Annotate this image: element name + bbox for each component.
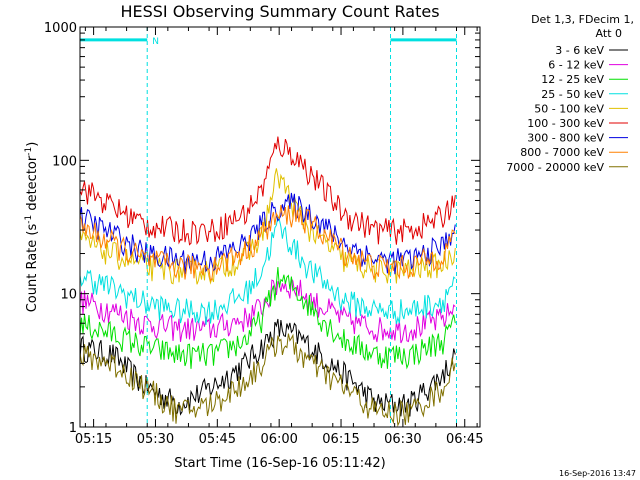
x-tick-label: 06:45 bbox=[446, 432, 483, 447]
y-label-end: ) bbox=[25, 142, 40, 147]
x-axis-ticks: 05:15 05:30 05:45 06:00 06:15 06:30 06:45 bbox=[75, 27, 483, 447]
x-tick-label: 05:15 bbox=[75, 432, 112, 447]
y-label-sup1: -1 bbox=[24, 215, 34, 224]
footer-timestamp: 16-Sep-2016 13:47 bbox=[559, 469, 636, 478]
legend-label: 25 - 50 keV bbox=[541, 88, 604, 101]
legend-label: 300 - 800 keV bbox=[527, 132, 604, 145]
chart-title: HESSI Observing Summary Count Rates bbox=[120, 2, 439, 21]
series-line-12-25-kev bbox=[79, 267, 456, 370]
series-line-25-50-kev bbox=[79, 214, 456, 325]
legend-label: 50 - 100 keV bbox=[534, 102, 604, 115]
series-line-7000-20000-kev bbox=[79, 333, 456, 427]
x-tick-label: 05:45 bbox=[199, 432, 236, 447]
legend-label: 7000 - 20000 keV bbox=[506, 161, 604, 174]
legend: Det 1,3, FDecim 1, Att 0 3 - 6 keV 6 - 12… bbox=[506, 13, 634, 174]
x-tick-label: 05:30 bbox=[137, 432, 174, 447]
legend-label: 12 - 25 keV bbox=[541, 73, 604, 86]
y-tick-label: 1000 bbox=[44, 21, 77, 36]
x-tick-label: 06:00 bbox=[260, 432, 297, 447]
y-axis-label: Count Rate (s-1 detector-1) bbox=[24, 142, 40, 313]
y-tick-label: 100 bbox=[52, 154, 77, 169]
legend-header-line-2: Att 0 bbox=[596, 27, 622, 40]
legend-label: 100 - 300 keV bbox=[527, 117, 604, 130]
y-label-sup2: -1 bbox=[24, 147, 34, 156]
y-label-main: Count Rate (s bbox=[25, 224, 40, 313]
y-axis-ticks: 1 10 100 1000 bbox=[44, 21, 480, 436]
legend-label: 6 - 12 keV bbox=[548, 59, 604, 72]
y-tick-label: 10 bbox=[60, 288, 77, 303]
y-label-mid: detector bbox=[25, 155, 40, 215]
x-axis-label: Start Time (16-Sep-16 05:11:42) bbox=[174, 456, 385, 471]
x-tick-label: 06:30 bbox=[384, 432, 421, 447]
legend-label: 3 - 6 keV bbox=[555, 44, 604, 57]
series-line-50-100-kev bbox=[79, 168, 456, 285]
x-tick-label: 06:15 bbox=[322, 432, 359, 447]
y-tick-label: 1 bbox=[69, 421, 77, 436]
series-line-6-12-kev bbox=[79, 277, 456, 344]
flag-label: N bbox=[152, 37, 159, 47]
plot-frame bbox=[79, 26, 481, 428]
series-line-3-6-kev bbox=[79, 318, 456, 417]
series-layer bbox=[79, 136, 456, 427]
legend-label: 800 - 7000 keV bbox=[520, 146, 604, 159]
legend-header-line-1: Det 1,3, FDecim 1, bbox=[531, 13, 634, 26]
series-line-800-7000-kev bbox=[79, 205, 456, 283]
series-line-100-300-kev bbox=[79, 136, 456, 246]
